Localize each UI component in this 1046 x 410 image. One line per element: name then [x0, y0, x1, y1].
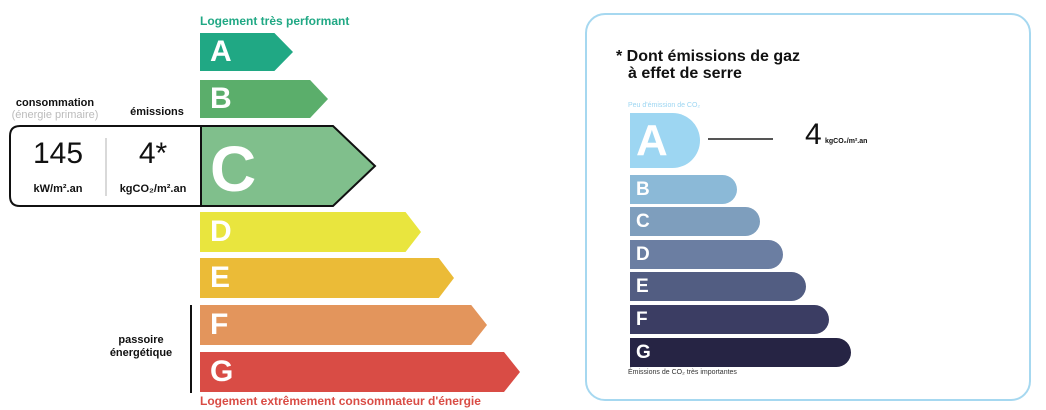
emissions-title: émissions — [130, 106, 184, 118]
ges-unit: kgCO₂/m².an — [825, 138, 868, 145]
class-b-bar: B — [200, 80, 328, 118]
ges-class-c-bar: C — [630, 207, 760, 236]
ges-class-a-bar: A — [630, 113, 700, 168]
passoire-divider — [190, 305, 192, 393]
emissions-value: 4* — [138, 137, 168, 170]
current-class-letter: C — [210, 133, 257, 205]
class-d-bar: D — [200, 212, 421, 252]
class-a-bar: A — [200, 33, 293, 71]
current-class-frame — [9, 125, 377, 207]
consumption-unit: kW/m².an — [33, 183, 83, 195]
class-f-bar: F — [200, 305, 487, 345]
emissions-unit: kgCO₂/m².an — [119, 183, 187, 195]
consumption-value: 145 — [32, 137, 84, 170]
class-g-bar: G — [200, 352, 520, 392]
top-caption: Logement très performant — [200, 14, 350, 28]
consumption-subtitle: (énergie primaire) — [11, 109, 99, 121]
bottom-caption: Logement extrêmement consommateur d'éner… — [200, 394, 481, 408]
passoire-label: passoire énergétique — [109, 334, 173, 359]
ges-class-e-bar: E — [630, 272, 806, 301]
ges-title-line2: à effet de serre — [628, 65, 742, 82]
ges-class-g-bar: G — [630, 338, 851, 367]
ges-value: 4 — [805, 118, 822, 151]
ges-panel — [585, 13, 1031, 401]
ges-title-line1: * Dont émissions de gaz — [616, 48, 801, 65]
ges-class-b-bar: B — [630, 175, 737, 204]
ges-bottom-caption: Émissions de CO₂ très importantes — [628, 369, 737, 376]
class-e-bar: E — [200, 258, 454, 298]
ges-class-d-bar: D — [630, 240, 783, 269]
ges-indicator-line — [708, 138, 773, 140]
ges-top-caption: Peu d'émission de CO₂ — [628, 102, 701, 109]
consumption-title: consommation — [15, 97, 95, 109]
ges-class-f-bar: F — [630, 305, 829, 334]
